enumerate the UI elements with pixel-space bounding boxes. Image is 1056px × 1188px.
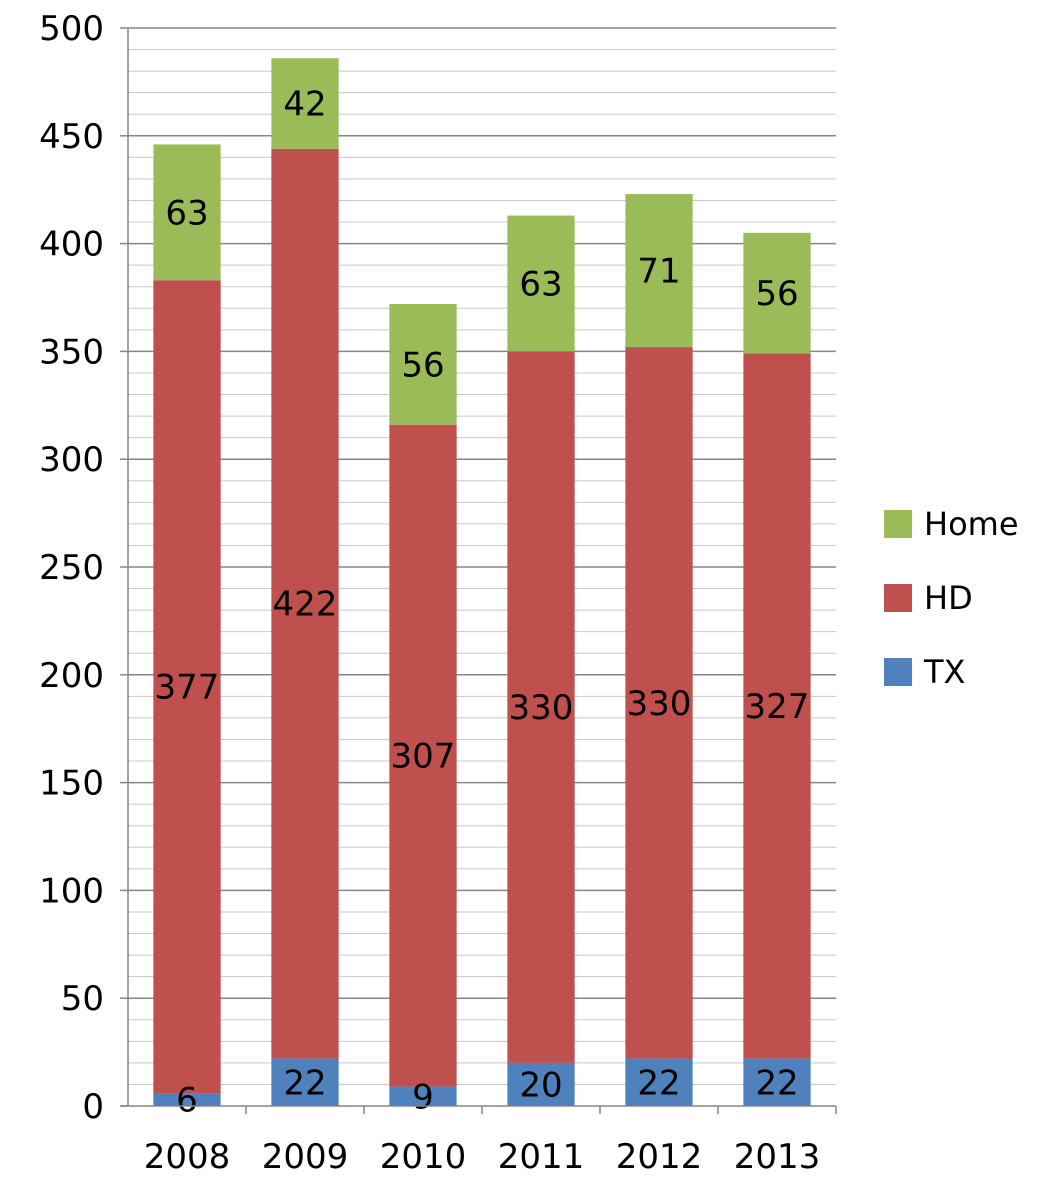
data-label-tx-2011: 20	[519, 1065, 562, 1105]
y-tick-label: 300	[39, 440, 104, 480]
data-labels: 6 377 63 22 422 42 9 307 56 20 330 63 22 330 71 22 327 56	[155, 84, 810, 1120]
data-label-home-2010: 56	[401, 345, 444, 385]
bar-segment-home-2013	[743, 232, 811, 354]
bar-segment-home-2008	[153, 144, 221, 281]
bars	[153, 58, 811, 1106]
data-label-tx-2013: 22	[755, 1063, 798, 1103]
data-label-hd-2011: 330	[509, 688, 574, 728]
y-tick-labels: 0 50 100 150 200 250 300 350 400 450 500	[39, 9, 104, 1127]
data-label-tx-2008: 6	[176, 1081, 198, 1121]
data-label-tx-2009: 22	[283, 1063, 326, 1103]
bar-segment-hd-2011	[507, 351, 575, 1063]
x-tick-label: 2013	[734, 1137, 821, 1177]
y-tick-label: 400	[39, 225, 104, 265]
x-tick-label: 2008	[144, 1137, 231, 1177]
bar-segment-tx-2008	[153, 1093, 221, 1106]
legend-swatch-tx	[884, 658, 912, 686]
bar-segment-home-2009	[271, 58, 339, 149]
legend: Home HD TX	[884, 505, 1019, 691]
data-label-hd-2012: 330	[627, 684, 692, 724]
data-label-home-2012: 71	[637, 252, 680, 292]
x-tick-label: 2010	[380, 1137, 467, 1177]
y-tick-label: 150	[39, 764, 104, 804]
x-tick-label: 2012	[616, 1137, 703, 1177]
bar-segment-tx-2010	[389, 1086, 457, 1106]
y-tick-label: 350	[39, 332, 104, 372]
bar-segment-hd-2012	[625, 347, 693, 1059]
bar-segment-tx-2011	[507, 1062, 575, 1106]
bar-segment-home-2012	[625, 194, 693, 348]
y-tick-label: 100	[39, 871, 104, 911]
y-tick-label: 500	[39, 9, 104, 49]
data-label-tx-2012: 22	[637, 1063, 680, 1103]
bar-segment-hd-2013	[743, 353, 811, 1059]
bar-segment-hd-2008	[153, 280, 221, 1094]
data-label-tx-2010: 9	[412, 1077, 434, 1117]
bar-segment-home-2011	[507, 215, 575, 352]
y-tick-label: 50	[61, 979, 104, 1019]
x-tick-label: 2009	[262, 1137, 349, 1177]
bar-segment-tx-2012	[625, 1058, 693, 1106]
minor-gridlines	[128, 49, 836, 1085]
major-gridlines	[128, 27, 836, 999]
y-tick-label: 200	[39, 656, 104, 696]
data-label-hd-2009: 422	[273, 585, 338, 625]
bar-segment-hd-2009	[271, 148, 339, 1059]
data-label-hd-2010: 307	[391, 737, 456, 777]
y-tick-label: 450	[39, 117, 104, 157]
bar-segment-tx-2013	[743, 1058, 811, 1106]
legend-label-home: Home	[924, 505, 1019, 543]
x-tick-label: 2011	[498, 1137, 585, 1177]
legend-label-tx: TX	[923, 653, 965, 691]
legend-swatch-home	[884, 510, 912, 538]
axes	[120, 27, 837, 1114]
legend-swatch-hd	[884, 584, 912, 612]
data-label-home-2013: 56	[755, 274, 798, 314]
bar-segment-tx-2009	[271, 1058, 339, 1106]
y-tick-label: 0	[82, 1087, 104, 1127]
y-tick-label: 250	[39, 548, 104, 588]
x-tick-labels: 2008 2009 2010 2011 2012 2013	[144, 1137, 821, 1177]
data-label-hd-2013: 327	[745, 687, 810, 727]
data-label-home-2008: 63	[165, 193, 208, 233]
data-label-hd-2008: 377	[155, 668, 220, 708]
legend-label-hd: HD	[924, 579, 973, 617]
bar-segment-hd-2010	[389, 424, 457, 1087]
data-label-home-2011: 63	[519, 264, 562, 304]
bar-segment-home-2010	[389, 303, 457, 425]
data-label-home-2009: 42	[283, 84, 326, 124]
